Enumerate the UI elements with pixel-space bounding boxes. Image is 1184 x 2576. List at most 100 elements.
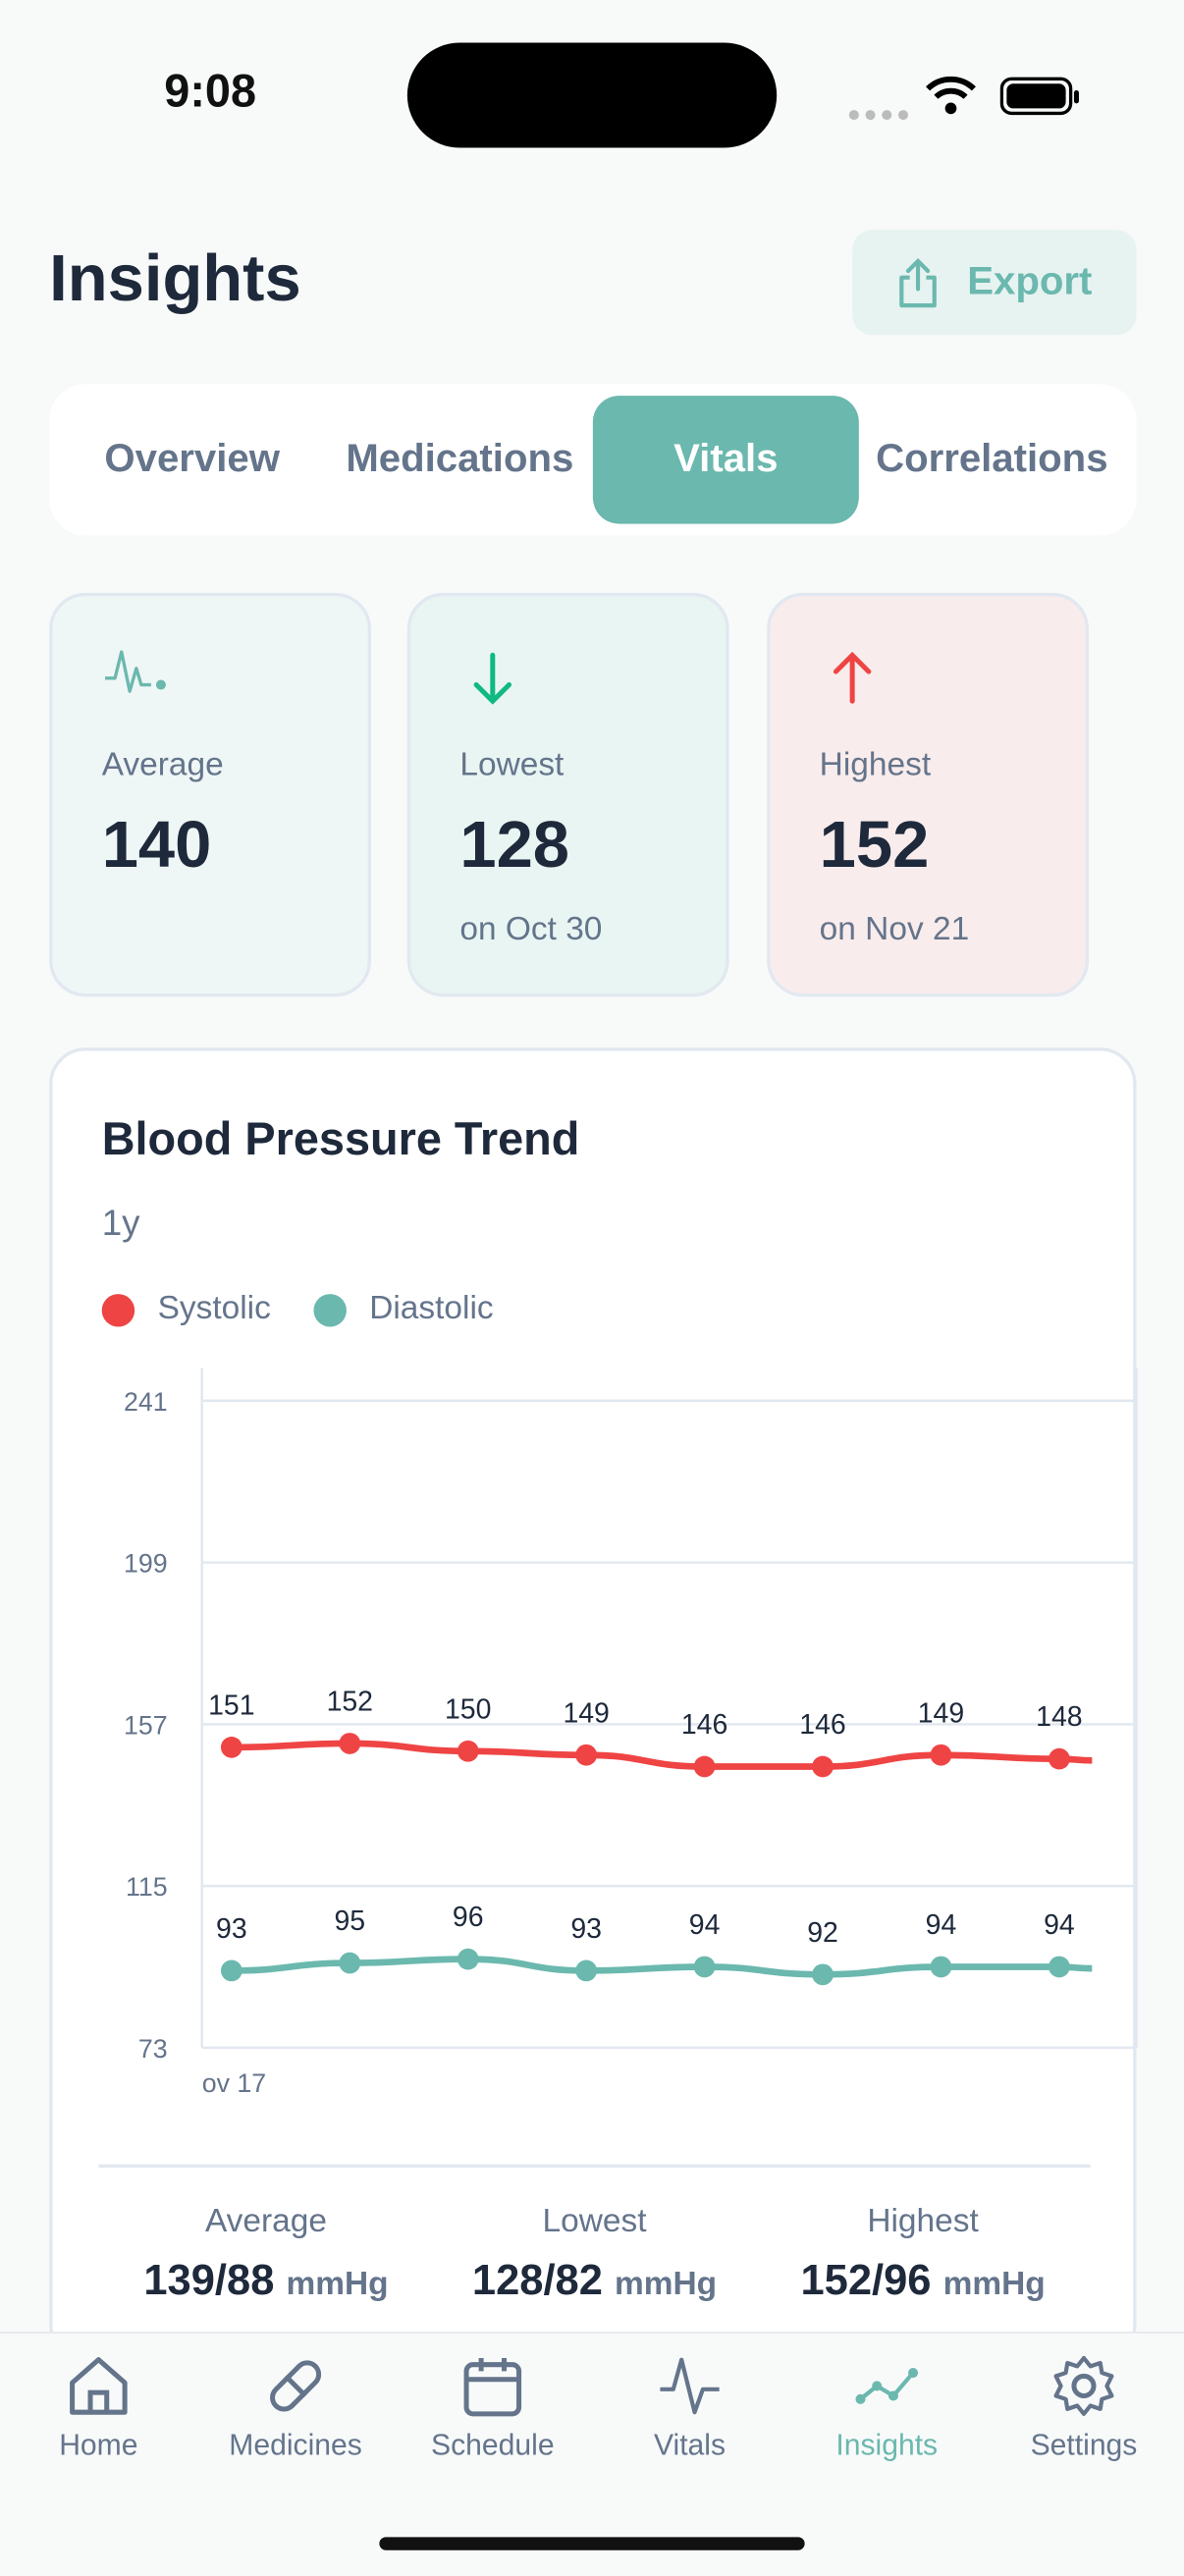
nav-home[interactable]: Home xyxy=(0,2353,197,2463)
data-point xyxy=(1049,1956,1070,1978)
y-tick-label: 73 xyxy=(138,2034,168,2064)
chart-legend: Systolic Diastolic xyxy=(101,1290,494,1328)
bottom-nav: Home Medicines Schedule Vitals Insights … xyxy=(0,2332,1184,2576)
trend-icon xyxy=(855,2368,919,2404)
arrow-down-icon xyxy=(473,652,512,705)
nav-vitals[interactable]: Vitals xyxy=(591,2353,788,2463)
battery-icon xyxy=(999,76,1083,127)
series-line-systolic xyxy=(231,1740,1093,1770)
stat-label: Lowest xyxy=(542,2203,647,2240)
data-point xyxy=(930,1744,952,1766)
export-label: Export xyxy=(967,259,1093,304)
series-line-diastolic xyxy=(231,1956,1093,1978)
data-point xyxy=(220,1959,242,1982)
nav-label: Medicines xyxy=(229,2428,362,2462)
stat-unit: mmHg xyxy=(615,2266,718,2303)
y-tick-label: 241 xyxy=(124,1387,168,1417)
calendar-icon xyxy=(463,2357,522,2417)
tab-correlations[interactable]: Correlations xyxy=(876,436,1108,482)
legend-label: Systolic xyxy=(157,1290,271,1327)
pulse-icon xyxy=(660,2357,720,2415)
data-point xyxy=(457,1740,479,1762)
data-label: 150 xyxy=(445,1693,491,1725)
signal-icon xyxy=(847,102,913,132)
card-label: Highest xyxy=(819,747,932,783)
data-label: 146 xyxy=(799,1709,845,1741)
data-label: 95 xyxy=(334,1905,365,1937)
stat-label: Average xyxy=(204,2203,327,2240)
bp-trend-card: Blood Pressure Trend 1y Systolic Diastol… xyxy=(49,1047,1137,2362)
export-button[interactable]: Export xyxy=(852,230,1137,336)
data-label: 152 xyxy=(327,1686,373,1717)
nav-medicines[interactable]: Medicines xyxy=(197,2353,395,2463)
stat-value: 128/82 xyxy=(471,2254,603,2304)
data-label: 149 xyxy=(563,1697,609,1729)
tab-bar: Overview Medications Vitals Correlations xyxy=(49,384,1137,536)
nav-label: Home xyxy=(59,2428,138,2462)
data-label: 149 xyxy=(918,1697,964,1729)
data-point xyxy=(1049,1747,1070,1770)
pill-icon xyxy=(270,2360,322,2412)
data-label: 94 xyxy=(926,1909,957,1941)
data-label: 151 xyxy=(208,1690,254,1721)
card-value: 140 xyxy=(101,809,212,883)
data-label: 96 xyxy=(453,1902,484,1933)
highest-card: Highest 152 on Nov 21 xyxy=(767,592,1090,997)
data-point xyxy=(575,1744,598,1766)
chart-range: 1y xyxy=(101,1202,140,1244)
stat-lowest: Lowest 128/82 mmHg xyxy=(430,2204,759,2306)
legend-label: Diastolic xyxy=(369,1290,494,1327)
diastolic-swatch xyxy=(313,1293,347,1327)
data-label: 94 xyxy=(689,1909,721,1941)
data-point xyxy=(930,1956,952,1978)
lowest-card: Lowest 128 on Oct 30 xyxy=(406,592,729,997)
legend-diastolic: Diastolic xyxy=(313,1290,494,1328)
data-point xyxy=(693,1956,716,1978)
chart-title: Blood Pressure Trend xyxy=(101,1113,580,1164)
home-icon xyxy=(70,2357,128,2415)
nav-label: Settings xyxy=(1030,2428,1138,2462)
stat-value: 152/96 xyxy=(800,2254,932,2304)
data-point xyxy=(812,1755,834,1778)
nav-insights[interactable]: Insights xyxy=(788,2353,986,2463)
data-point xyxy=(693,1755,716,1778)
data-point xyxy=(457,1948,479,1970)
data-point xyxy=(220,1736,242,1758)
data-point xyxy=(812,1963,834,1986)
heartbeat-icon xyxy=(105,650,166,693)
nav-label: Vitals xyxy=(653,2428,727,2462)
stat-highest: Highest 152/96 mmHg xyxy=(759,2204,1088,2306)
nav-settings[interactable]: Settings xyxy=(986,2353,1183,2463)
data-label: 94 xyxy=(1044,1909,1075,1941)
data-point xyxy=(575,1959,598,1982)
card-date: on Nov 21 xyxy=(819,911,970,948)
card-label: Average xyxy=(101,747,224,783)
nav-label: Schedule xyxy=(431,2428,555,2462)
tab-vitals[interactable]: Vitals xyxy=(592,396,859,524)
tab-overview[interactable]: Overview xyxy=(104,436,280,482)
stat-unit: mmHg xyxy=(286,2266,389,2303)
data-label: 93 xyxy=(570,1913,602,1945)
dynamic-island xyxy=(406,42,778,148)
data-label: 92 xyxy=(807,1917,838,1949)
nav-label: Insights xyxy=(835,2428,939,2462)
average-card: Average 140 xyxy=(49,592,372,997)
divider xyxy=(98,2164,1091,2168)
card-value: 128 xyxy=(459,809,570,883)
card-label: Lowest xyxy=(459,747,565,783)
nav-schedule[interactable]: Schedule xyxy=(394,2353,591,2463)
stat-label: Highest xyxy=(867,2203,979,2240)
arrow-up-icon xyxy=(833,651,872,704)
systolic-swatch xyxy=(101,1293,135,1327)
legend-systolic: Systolic xyxy=(101,1290,271,1328)
y-tick-label: 199 xyxy=(124,1549,168,1579)
y-tick-label: 115 xyxy=(126,1872,168,1902)
bp-line-chart: 241 199 157 115 73 ov 17 151 152 150 149 146 146 149… xyxy=(124,1368,1138,2098)
share-icon xyxy=(899,258,937,308)
stat-average: Average 139/88 mmHg xyxy=(102,2204,431,2306)
card-value: 152 xyxy=(819,809,930,883)
data-label: 146 xyxy=(681,1709,727,1741)
tab-medications[interactable]: Medications xyxy=(346,436,574,482)
gear-icon xyxy=(1053,2355,1114,2416)
